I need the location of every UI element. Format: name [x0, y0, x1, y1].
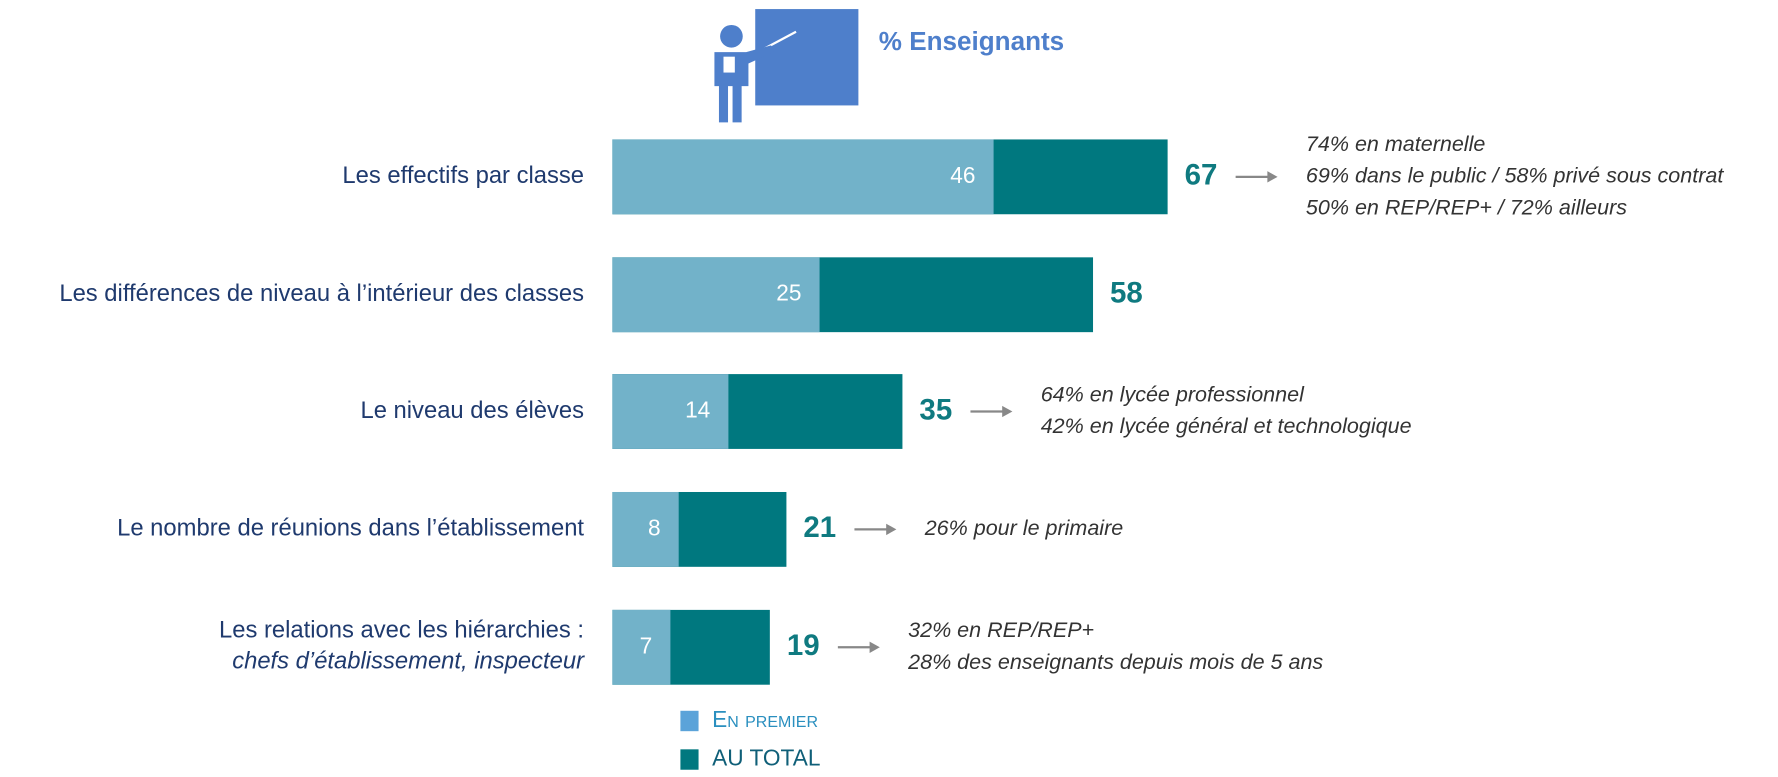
total-value-label: 21: [803, 511, 836, 544]
category-label: Le nombre de réunions dans l’établisseme…: [117, 515, 584, 542]
category-label: Les effectifs par classe: [342, 162, 584, 189]
first-value-label: 46: [950, 162, 975, 188]
legend-label: En premier: [712, 706, 818, 732]
arrow-head: [886, 523, 897, 536]
legend-label: AU TOTAL: [712, 745, 820, 771]
legend-swatch: [680, 710, 699, 732]
bar-first: [612, 139, 994, 215]
annotation: 32% en REP/REP+: [908, 618, 1094, 642]
first-value-label: 8: [648, 514, 661, 540]
annotation: 64% en lycée professionnel: [1041, 382, 1305, 406]
annotation: 74% en maternelle: [1306, 132, 1485, 156]
bar-first: [612, 257, 820, 333]
total-value-label: 19: [787, 629, 820, 662]
bar-first: [612, 491, 679, 567]
annotation: 42% en lycée général et technologique: [1041, 414, 1412, 438]
first-value-label: 7: [640, 632, 653, 658]
category-note: chefs d’établissement, inspecteur: [232, 647, 585, 674]
teacher-icon: [714, 9, 859, 123]
category-label: Le niveau des élèves: [360, 397, 584, 424]
arrow-head: [869, 641, 880, 653]
annotation: 50% en REP/REP+ / 72% ailleurs: [1306, 195, 1627, 219]
bar-first: [612, 374, 729, 449]
category-label: Les relations avec les hiérarchies :: [219, 617, 584, 644]
arrow-head: [1002, 405, 1013, 418]
annotation: 69% dans le public / 58% privé sous cont…: [1306, 164, 1724, 188]
annotation: 28% des enseignants depuis mois de 5 ans: [907, 650, 1323, 674]
legend-swatch: [680, 749, 699, 770]
category-label: Les différences de niveau à l’intérieur …: [59, 280, 584, 307]
annotation: 26% pour le primaire: [924, 516, 1124, 540]
chart-title: % Enseignants: [879, 26, 1064, 56]
arrow-head: [1267, 171, 1278, 183]
total-value-label: 58: [1110, 277, 1143, 310]
first-value-label: 14: [685, 396, 710, 422]
bar-first: [612, 609, 671, 685]
total-value-label: 35: [919, 393, 952, 426]
total-value-label: 67: [1185, 159, 1218, 192]
first-value-label: 25: [776, 280, 801, 306]
